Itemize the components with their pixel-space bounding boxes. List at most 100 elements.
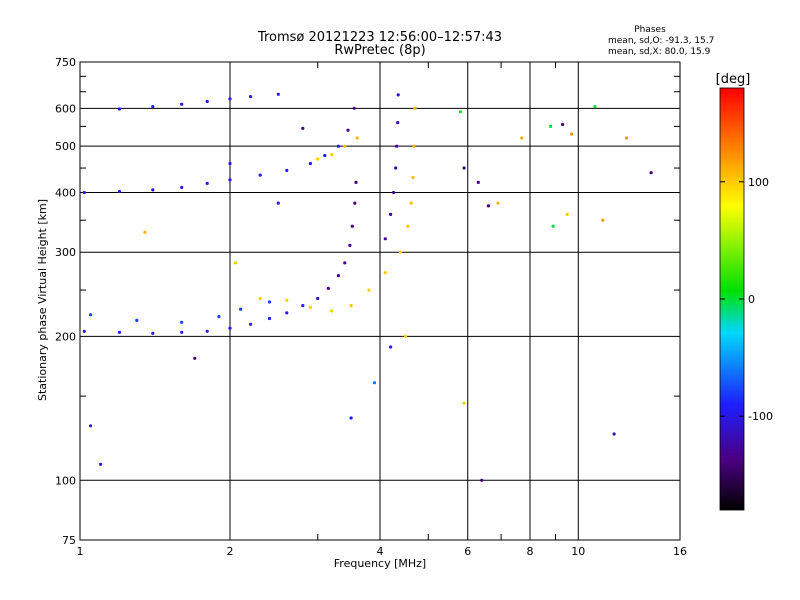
data-point <box>249 322 253 326</box>
data-point <box>612 432 616 436</box>
data-point <box>403 334 408 338</box>
data-point <box>117 107 122 111</box>
data-point <box>301 126 305 130</box>
x-tick-label: 8 <box>527 545 534 558</box>
data-point <box>343 144 347 148</box>
data-point <box>486 204 490 208</box>
data-point <box>316 157 320 161</box>
data-point <box>336 144 340 148</box>
x-tick-label: 16 <box>673 545 687 558</box>
data-point <box>353 201 357 205</box>
data-point <box>180 102 184 106</box>
data-point <box>565 212 569 216</box>
data-point <box>180 185 184 189</box>
data-point <box>520 136 524 140</box>
info-line-o: mean, sd,O: -91.3, 15.7 <box>608 36 714 46</box>
data-point <box>180 320 184 324</box>
data-point <box>151 188 155 192</box>
data-point <box>301 304 305 308</box>
data-point <box>346 128 350 132</box>
data-point <box>143 230 147 234</box>
data-point <box>135 318 139 322</box>
y-tick-label: 750 <box>55 56 76 69</box>
data-point <box>349 304 353 308</box>
data-point <box>399 250 403 254</box>
data-point <box>462 166 466 170</box>
data-point <box>348 243 352 247</box>
data-point <box>383 237 387 241</box>
plot-frame <box>79 61 681 541</box>
colorbar-ticks: -100 0 100 <box>720 176 773 423</box>
colorbar-label: [deg] <box>716 72 751 87</box>
data-point <box>239 307 243 311</box>
data-point <box>354 180 358 184</box>
x-tick-label: 10 <box>571 545 585 558</box>
data-point <box>330 153 334 157</box>
data-point <box>343 261 347 265</box>
colorbar-tick-label: 0 <box>748 293 755 306</box>
y-tick-label: 500 <box>55 140 76 153</box>
x-tick-label: 4 <box>377 545 384 558</box>
data-point <box>349 416 353 420</box>
data-point <box>336 274 340 278</box>
colorbar-tick-label: -100 <box>748 410 773 423</box>
data-point <box>570 132 574 136</box>
grid-lines <box>80 62 680 540</box>
data-point <box>285 168 289 172</box>
data-point <box>249 95 253 99</box>
y-tick-label: 400 <box>55 186 76 199</box>
data-point <box>205 329 209 333</box>
data-point <box>180 330 184 334</box>
y-axis-label: Stationary phase Virtual Height [km] <box>36 199 49 401</box>
data-point <box>228 326 232 330</box>
data-point <box>412 144 416 148</box>
data-point <box>308 305 312 309</box>
y-tick-label: 600 <box>55 102 76 115</box>
data-point <box>561 122 565 127</box>
data-point <box>330 309 334 313</box>
data-point <box>392 190 396 195</box>
data-point <box>355 136 359 140</box>
x-tick-label: 1 <box>77 545 84 558</box>
data-point <box>389 345 393 349</box>
data-point <box>476 180 480 184</box>
data-point <box>458 110 462 114</box>
x-axis-label: Frequency [MHz] <box>334 557 426 570</box>
data-point <box>258 296 262 301</box>
data-point <box>82 190 86 195</box>
data-point <box>228 97 232 101</box>
data-point <box>649 171 653 175</box>
data-point <box>285 298 289 302</box>
data-point <box>151 105 155 109</box>
data-point <box>323 153 327 158</box>
data-points <box>82 92 653 482</box>
y-tick-label: 200 <box>55 330 76 343</box>
x-tick-label: 6 <box>464 545 471 558</box>
data-point <box>352 106 356 110</box>
data-point <box>350 224 354 228</box>
data-point <box>411 175 415 180</box>
data-point <box>549 124 553 128</box>
data-point <box>285 311 289 315</box>
data-point <box>326 286 330 290</box>
data-point <box>205 181 209 185</box>
data-point <box>625 136 629 140</box>
data-point <box>462 401 466 405</box>
data-point <box>396 121 400 125</box>
data-point <box>117 330 122 334</box>
data-point <box>267 316 272 321</box>
data-point <box>267 300 272 304</box>
data-point <box>389 212 393 216</box>
data-point <box>193 356 197 360</box>
data-point <box>276 92 280 96</box>
data-point <box>551 224 555 228</box>
chart-title: Tromsø 20121223 12:56:00–12:57:43 <box>257 30 502 45</box>
data-point <box>409 201 413 205</box>
data-point <box>394 166 398 170</box>
data-point <box>316 296 320 301</box>
data-point <box>99 462 103 466</box>
y-tick-label: 75 <box>62 534 76 547</box>
data-point <box>396 93 400 97</box>
y-tick-label: 300 <box>55 246 76 259</box>
